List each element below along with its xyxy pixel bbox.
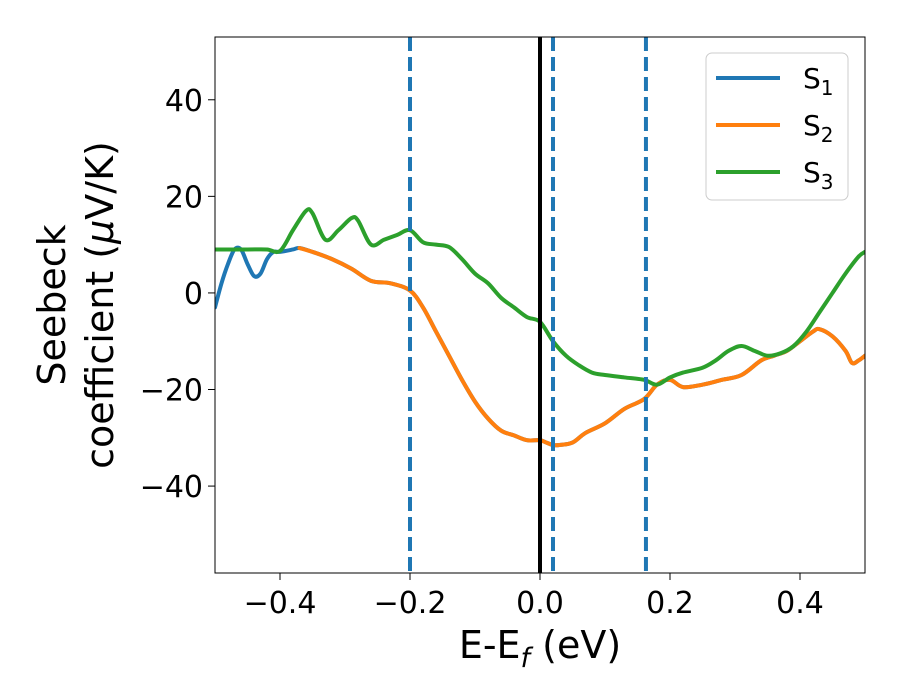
y-tick-label: 0 <box>184 277 203 312</box>
x-axis: −0.4 −0.2 0.0 0.2 0.4 <box>244 573 824 621</box>
legend: S1 S2 S3 <box>705 52 849 201</box>
x-tick-label: 0.2 <box>646 586 694 621</box>
mu-symbol: μ <box>78 220 122 245</box>
y-tick-label: −20 <box>140 374 203 409</box>
y-axis: −40 −20 0 20 40 <box>140 84 215 505</box>
plot-marks <box>215 37 865 573</box>
y-axis-title-line2: coefficient (μV/K) <box>78 141 122 469</box>
x-tick-label: 0.4 <box>776 586 824 621</box>
legend-label-s2: S2 <box>803 109 834 147</box>
y-tick-label: 20 <box>165 180 203 215</box>
y-tick-label: 40 <box>165 84 203 119</box>
series-line-s2 <box>297 246 865 448</box>
y-axis-title-line1: Seebeck <box>30 224 74 385</box>
legend-label-s3: S3 <box>803 156 834 194</box>
x-tick-label: 0.0 <box>516 586 564 621</box>
x-tick-label: −0.2 <box>374 586 447 621</box>
x-tick-label: −0.4 <box>244 586 317 621</box>
y-tick-label: −40 <box>140 470 203 505</box>
x-axis-title: E-Ef (eV) <box>459 623 621 674</box>
legend-label-s1: S1 <box>803 62 834 100</box>
